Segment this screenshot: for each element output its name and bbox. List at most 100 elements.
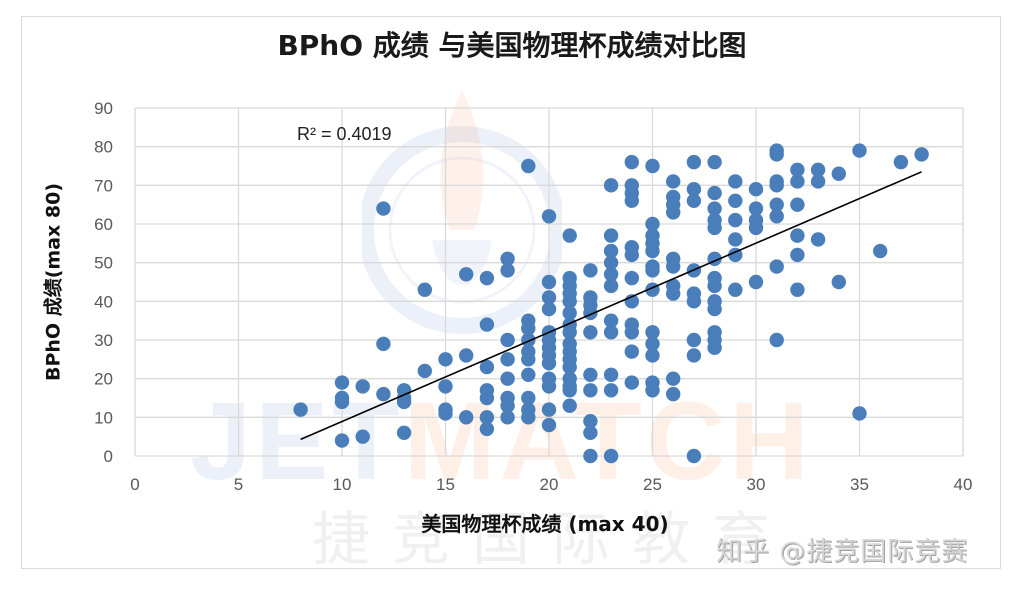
- x-tick-label: 10: [333, 475, 352, 494]
- data-point: [645, 158, 660, 174]
- data-point: [645, 336, 660, 352]
- data-point: [624, 193, 639, 208]
- data-point: [686, 448, 702, 464]
- data-point: [521, 410, 536, 425]
- data-point: [810, 174, 826, 189]
- data-point: [624, 344, 639, 359]
- data-point: [521, 367, 536, 382]
- data-point: [624, 270, 639, 286]
- data-point: [769, 178, 784, 193]
- data-point: [541, 274, 557, 290]
- data-point: [624, 325, 639, 340]
- data-point: [645, 348, 660, 363]
- y-axis-label: BPhO 成绩(max 80): [42, 183, 65, 381]
- cn-brand-watermark: 捷竞国际教育: [312, 505, 793, 573]
- data-point: [479, 390, 495, 406]
- data-point: [666, 259, 681, 274]
- data-point: [686, 193, 702, 208]
- y-tick-label: 40: [94, 292, 113, 311]
- data-point: [583, 263, 598, 278]
- data-point: [562, 383, 577, 398]
- data-point: [583, 367, 598, 382]
- y-tick-label: 10: [94, 408, 113, 427]
- data-point: [541, 290, 557, 305]
- x-tick-label: 30: [747, 475, 766, 494]
- data-point: [438, 352, 453, 367]
- data-point: [500, 398, 515, 413]
- data-point: [500, 371, 515, 386]
- data-point: [769, 197, 784, 212]
- data-point: [562, 325, 577, 340]
- data-point: [852, 406, 867, 421]
- data-point: [603, 243, 619, 259]
- data-point: [562, 305, 577, 321]
- data-point: [417, 363, 432, 379]
- data-point: [624, 375, 639, 390]
- data-point: [603, 228, 619, 243]
- data-point: [562, 398, 577, 413]
- data-point: [810, 162, 826, 178]
- data-point: [666, 286, 681, 301]
- data-point: [666, 205, 681, 220]
- data-point: [541, 402, 557, 417]
- x-tick-label: 40: [954, 475, 973, 494]
- data-point: [645, 383, 660, 398]
- y-tick-label: 70: [94, 176, 113, 195]
- data-point: [500, 352, 515, 367]
- data-point: [645, 325, 660, 340]
- x-tick-label: 25: [643, 475, 662, 494]
- data-point: [500, 251, 515, 266]
- data-point: [583, 414, 598, 429]
- data-point: [769, 209, 784, 224]
- data-point: [769, 332, 784, 348]
- data-point: [438, 406, 453, 421]
- x-tick-label: 20: [540, 475, 559, 494]
- data-point: [914, 147, 929, 162]
- y-tick-label: 0: [104, 447, 113, 466]
- data-point: [541, 301, 557, 317]
- y-tick-label: 30: [94, 331, 113, 350]
- data-point: [500, 263, 515, 278]
- data-point: [603, 313, 619, 328]
- data-point: [686, 332, 702, 348]
- data-point: [748, 201, 764, 216]
- x-tick-label: 0: [130, 475, 139, 494]
- data-point: [852, 143, 867, 158]
- data-point: [645, 263, 660, 278]
- data-point: [728, 193, 743, 208]
- y-tick-label: 80: [94, 138, 113, 157]
- data-point: [459, 267, 474, 282]
- data-point: [790, 247, 805, 263]
- data-point: [686, 154, 702, 170]
- chart-title: BPhO 成绩 与美国物理杯成绩对比图: [277, 29, 747, 62]
- data-point: [479, 410, 495, 425]
- data-point: [417, 282, 432, 297]
- data-point: [334, 375, 350, 390]
- data-point: [707, 301, 722, 317]
- data-point: [396, 394, 412, 410]
- data-point: [562, 294, 577, 309]
- data-point: [790, 228, 805, 243]
- data-point: [603, 383, 619, 398]
- x-tick-label: 35: [850, 475, 869, 494]
- data-point: [728, 212, 743, 228]
- data-point: [686, 348, 702, 363]
- data-point: [438, 379, 453, 394]
- data-point: [521, 390, 536, 406]
- data-point: [686, 182, 702, 197]
- data-point: [645, 243, 660, 259]
- zhihu-footer-watermark: 知乎 @捷竞国际竞赛: [716, 537, 969, 567]
- data-point: [562, 228, 577, 243]
- data-point: [707, 154, 722, 170]
- data-point: [521, 352, 536, 367]
- data-point: [686, 294, 702, 309]
- data-point: [748, 274, 764, 290]
- trendline: [300, 171, 922, 441]
- data-point: [541, 379, 557, 394]
- data-point: [728, 282, 743, 297]
- data-point: [748, 182, 764, 197]
- data-point: [769, 147, 784, 162]
- data-point: [748, 220, 764, 236]
- data-point: [603, 448, 619, 464]
